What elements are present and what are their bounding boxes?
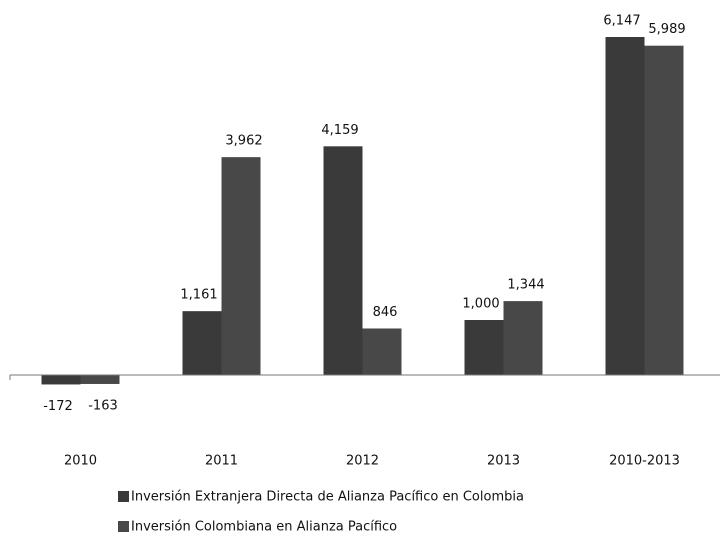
legend-swatch: [118, 521, 129, 532]
data-label: 5,989: [648, 22, 685, 37]
data-label: -172: [43, 399, 73, 414]
data-label: 3,962: [225, 134, 262, 149]
bar: [464, 320, 504, 375]
data-label: 1,161: [180, 288, 217, 303]
bar: [605, 37, 645, 375]
bar: [80, 375, 120, 384]
bar: [362, 328, 402, 375]
data-label: 1,000: [462, 297, 499, 312]
data-label: 4,159: [321, 123, 358, 138]
bar: [41, 375, 81, 385]
x-tick-label: 2010-2013: [609, 454, 680, 469]
bar: [182, 311, 222, 375]
data-label: 6,147: [603, 14, 640, 29]
legend-swatch: [118, 491, 129, 502]
bar: [323, 146, 363, 375]
legend-label: Inversión Colombiana en Alianza Pacífico: [131, 520, 397, 535]
data-label: -163: [88, 398, 118, 413]
data-label: 1,344: [507, 278, 544, 293]
bar: [644, 45, 684, 376]
x-tick-label: 2012: [346, 454, 379, 469]
x-tick-label: 2010: [64, 454, 97, 469]
bar: [221, 157, 261, 375]
data-label: 846: [373, 305, 398, 320]
legend-label: Inversión Extranjera Directa de Alianza …: [131, 490, 524, 505]
x-tick-label: 2011: [205, 454, 238, 469]
x-tick-label: 2013: [487, 454, 520, 469]
bar: [503, 301, 543, 375]
